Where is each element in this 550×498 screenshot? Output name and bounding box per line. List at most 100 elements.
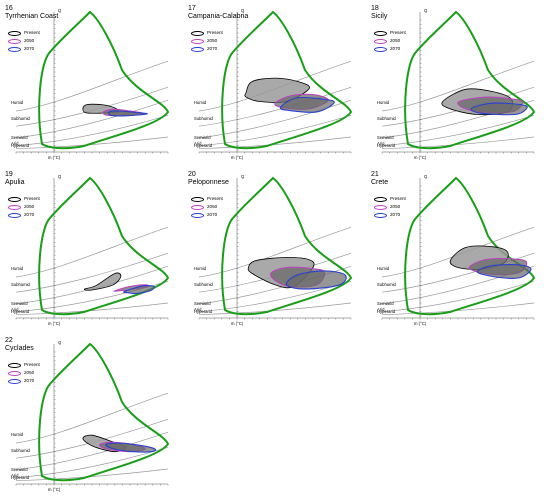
zone-boundary bbox=[198, 114, 352, 147]
legend-label: 2050 bbox=[207, 38, 218, 43]
zone-boundary bbox=[198, 99, 352, 139]
legend-label: 2070 bbox=[390, 212, 401, 217]
legend-item: Present bbox=[191, 29, 223, 37]
legend-swatch-icon bbox=[374, 46, 387, 52]
panel-region-name: Apulia bbox=[5, 179, 25, 186]
legend-label: 2050 bbox=[390, 38, 401, 43]
x-axis-label: m (°C) bbox=[48, 155, 61, 160]
zone-label: Hyperarid bbox=[11, 309, 30, 315]
legend-label: 2050 bbox=[24, 38, 35, 43]
legend-label: 2050 bbox=[24, 204, 35, 209]
panel-region-name: Tyrrhenian Coast bbox=[5, 13, 59, 20]
zone-boundary bbox=[198, 86, 352, 127]
zone-boundary bbox=[15, 418, 169, 459]
legend-swatch-icon bbox=[8, 38, 21, 44]
legend-label: 2070 bbox=[207, 46, 218, 51]
envelope-outline bbox=[38, 342, 170, 482]
zone-label: Subhumid bbox=[377, 115, 396, 121]
legend-item: 2050 bbox=[191, 203, 223, 211]
zone-label: Semiarid bbox=[11, 135, 28, 140]
panel-number: 18 bbox=[371, 5, 379, 12]
legend: Present 2050 2070 bbox=[374, 195, 406, 219]
zone-label: Humid bbox=[11, 100, 24, 106]
legend-label: Present bbox=[24, 196, 40, 201]
legend-swatch-icon bbox=[374, 204, 387, 210]
legend-swatch-icon bbox=[8, 212, 21, 218]
region-2070 bbox=[105, 442, 157, 453]
legend-item: Present bbox=[8, 195, 40, 203]
y-axis-label: Q bbox=[58, 174, 62, 179]
x-axis-label: m (°C) bbox=[231, 321, 244, 326]
panel-title: 19 Apulia bbox=[5, 171, 24, 187]
legend-swatch-icon bbox=[8, 46, 21, 52]
zone-label: Arid bbox=[194, 140, 202, 146]
legend-swatch-icon bbox=[8, 378, 21, 384]
legend-label: Present bbox=[207, 196, 223, 201]
zone-label: Humid bbox=[11, 432, 24, 438]
legend-item: 2070 bbox=[374, 211, 406, 219]
legend-item: Present bbox=[8, 29, 40, 37]
region-2070 bbox=[279, 96, 335, 113]
zone-label: Hyperarid bbox=[377, 309, 396, 315]
legend-item: 2050 bbox=[8, 369, 40, 377]
legend-item: 2070 bbox=[191, 211, 223, 219]
panel-title: 17 Campania-Calabria bbox=[188, 5, 248, 21]
zone-label: Humid bbox=[377, 266, 390, 272]
legend-label: 2050 bbox=[24, 370, 35, 375]
legend-swatch-icon bbox=[191, 30, 204, 36]
panel-title: 21 Crete bbox=[371, 171, 388, 187]
legend-item: Present bbox=[374, 29, 406, 37]
legend-item: 2070 bbox=[8, 45, 40, 53]
zone-label: Subhumid bbox=[377, 281, 396, 287]
zone-label: Hyperarid bbox=[194, 143, 213, 149]
legend-swatch-icon bbox=[374, 38, 387, 44]
x-axis-label: m (°C) bbox=[414, 155, 427, 160]
zone-label: Arid bbox=[377, 306, 385, 312]
zone-boundary bbox=[15, 252, 169, 293]
zone-label: Semiarid bbox=[11, 467, 28, 472]
zone-label: Semiarid bbox=[194, 135, 211, 140]
legend-item: Present bbox=[8, 361, 40, 369]
envelope-outline bbox=[38, 10, 170, 150]
legend-swatch-icon bbox=[8, 362, 21, 368]
legend-label: 2050 bbox=[207, 204, 218, 209]
zone-boundary bbox=[381, 60, 535, 112]
legend-item: 2050 bbox=[374, 37, 406, 45]
panel-region-name: Campania-Calabria bbox=[188, 13, 249, 20]
panel-region-name: Cyclades bbox=[5, 345, 34, 352]
zone-label: Subhumid bbox=[11, 115, 30, 121]
y-axis-label: Q bbox=[58, 340, 62, 345]
envelope-outline bbox=[221, 176, 353, 316]
zone-label: Semiarid bbox=[194, 301, 211, 306]
legend-swatch-icon bbox=[374, 30, 387, 36]
panel-number: 22 bbox=[5, 337, 13, 344]
zone-boundary bbox=[15, 431, 169, 471]
zone-label: Semiarid bbox=[11, 301, 28, 306]
legend-item: 2050 bbox=[374, 203, 406, 211]
zone-label: Arid bbox=[377, 140, 385, 146]
legend-swatch-icon bbox=[8, 30, 21, 36]
legend-swatch-icon bbox=[374, 196, 387, 202]
legend-label: 2050 bbox=[390, 204, 401, 209]
zone-label: Subhumid bbox=[194, 281, 213, 287]
climagram-plot bbox=[15, 10, 170, 154]
legend-item: 2050 bbox=[8, 203, 40, 211]
legend-swatch-icon bbox=[8, 196, 21, 202]
panel-number: 17 bbox=[188, 5, 196, 12]
zone-label: Hyperarid bbox=[11, 475, 30, 481]
panel-region-name: Peloponnese bbox=[188, 179, 229, 186]
envelope-outline bbox=[404, 10, 536, 150]
envelope-outline bbox=[221, 10, 353, 150]
legend: Present 2050 2070 bbox=[8, 195, 40, 219]
y-axis-label: Q bbox=[241, 174, 245, 179]
legend-item: 2050 bbox=[191, 37, 223, 45]
zone-label: Subhumid bbox=[194, 115, 213, 121]
present-region bbox=[83, 272, 122, 291]
legend-swatch-icon bbox=[8, 370, 21, 376]
zone-boundary bbox=[15, 226, 169, 278]
zone-label: Subhumid bbox=[11, 447, 30, 453]
